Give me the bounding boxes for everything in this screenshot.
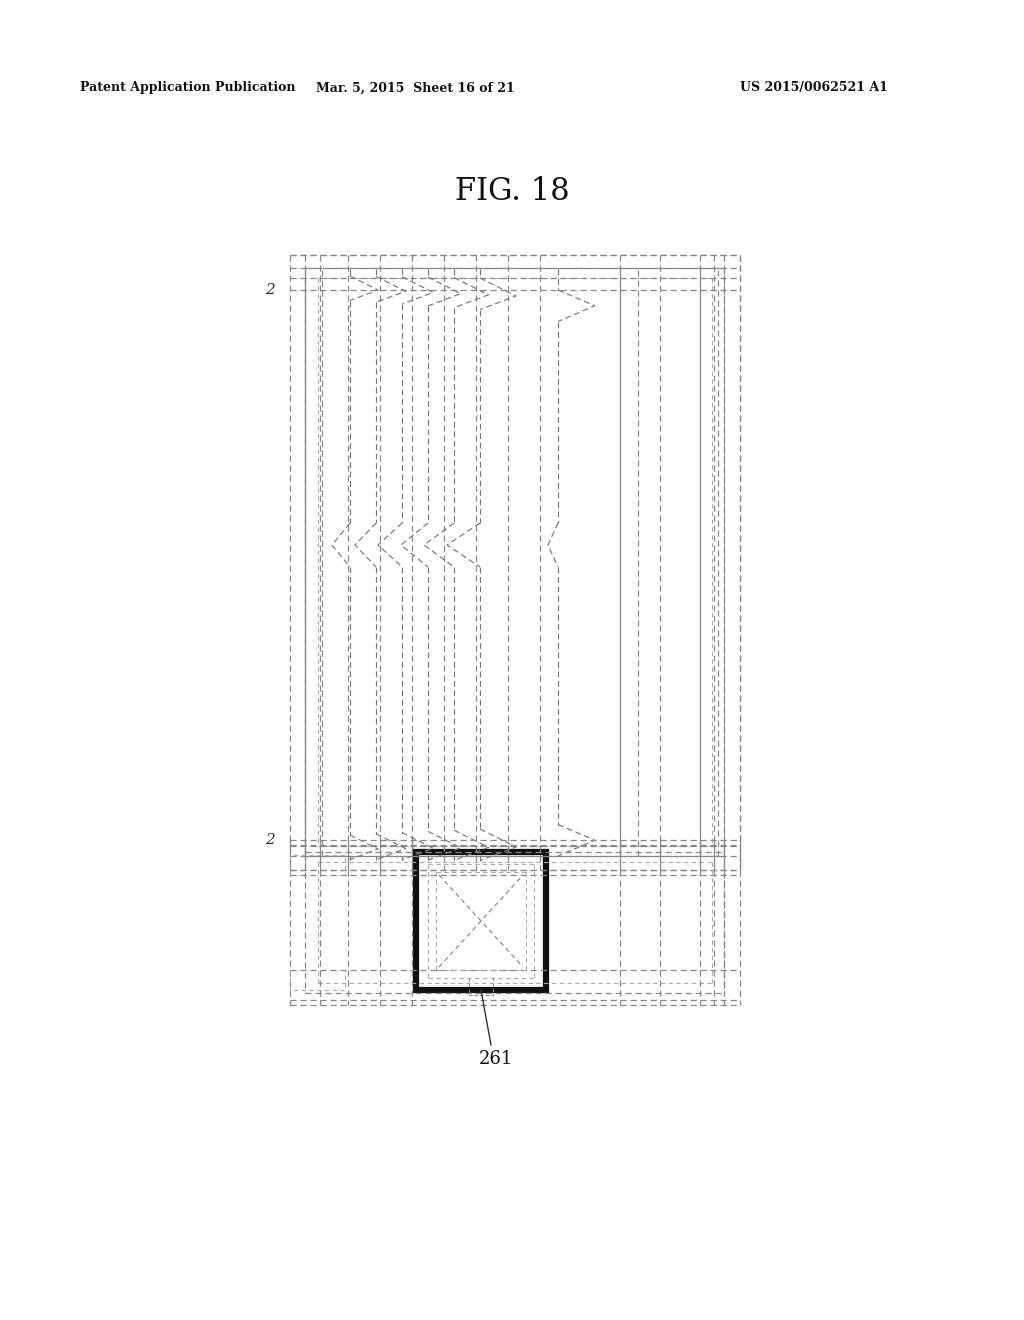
- Text: 2: 2: [265, 833, 275, 847]
- Text: 2: 2: [265, 282, 275, 297]
- Text: 261: 261: [479, 1049, 513, 1068]
- Text: Patent Application Publication: Patent Application Publication: [80, 82, 296, 95]
- Text: Mar. 5, 2015  Sheet 16 of 21: Mar. 5, 2015 Sheet 16 of 21: [315, 82, 514, 95]
- Bar: [416, 851, 546, 990]
- Text: US 2015/0062521 A1: US 2015/0062521 A1: [740, 82, 888, 95]
- Text: FIG. 18: FIG. 18: [455, 177, 569, 207]
